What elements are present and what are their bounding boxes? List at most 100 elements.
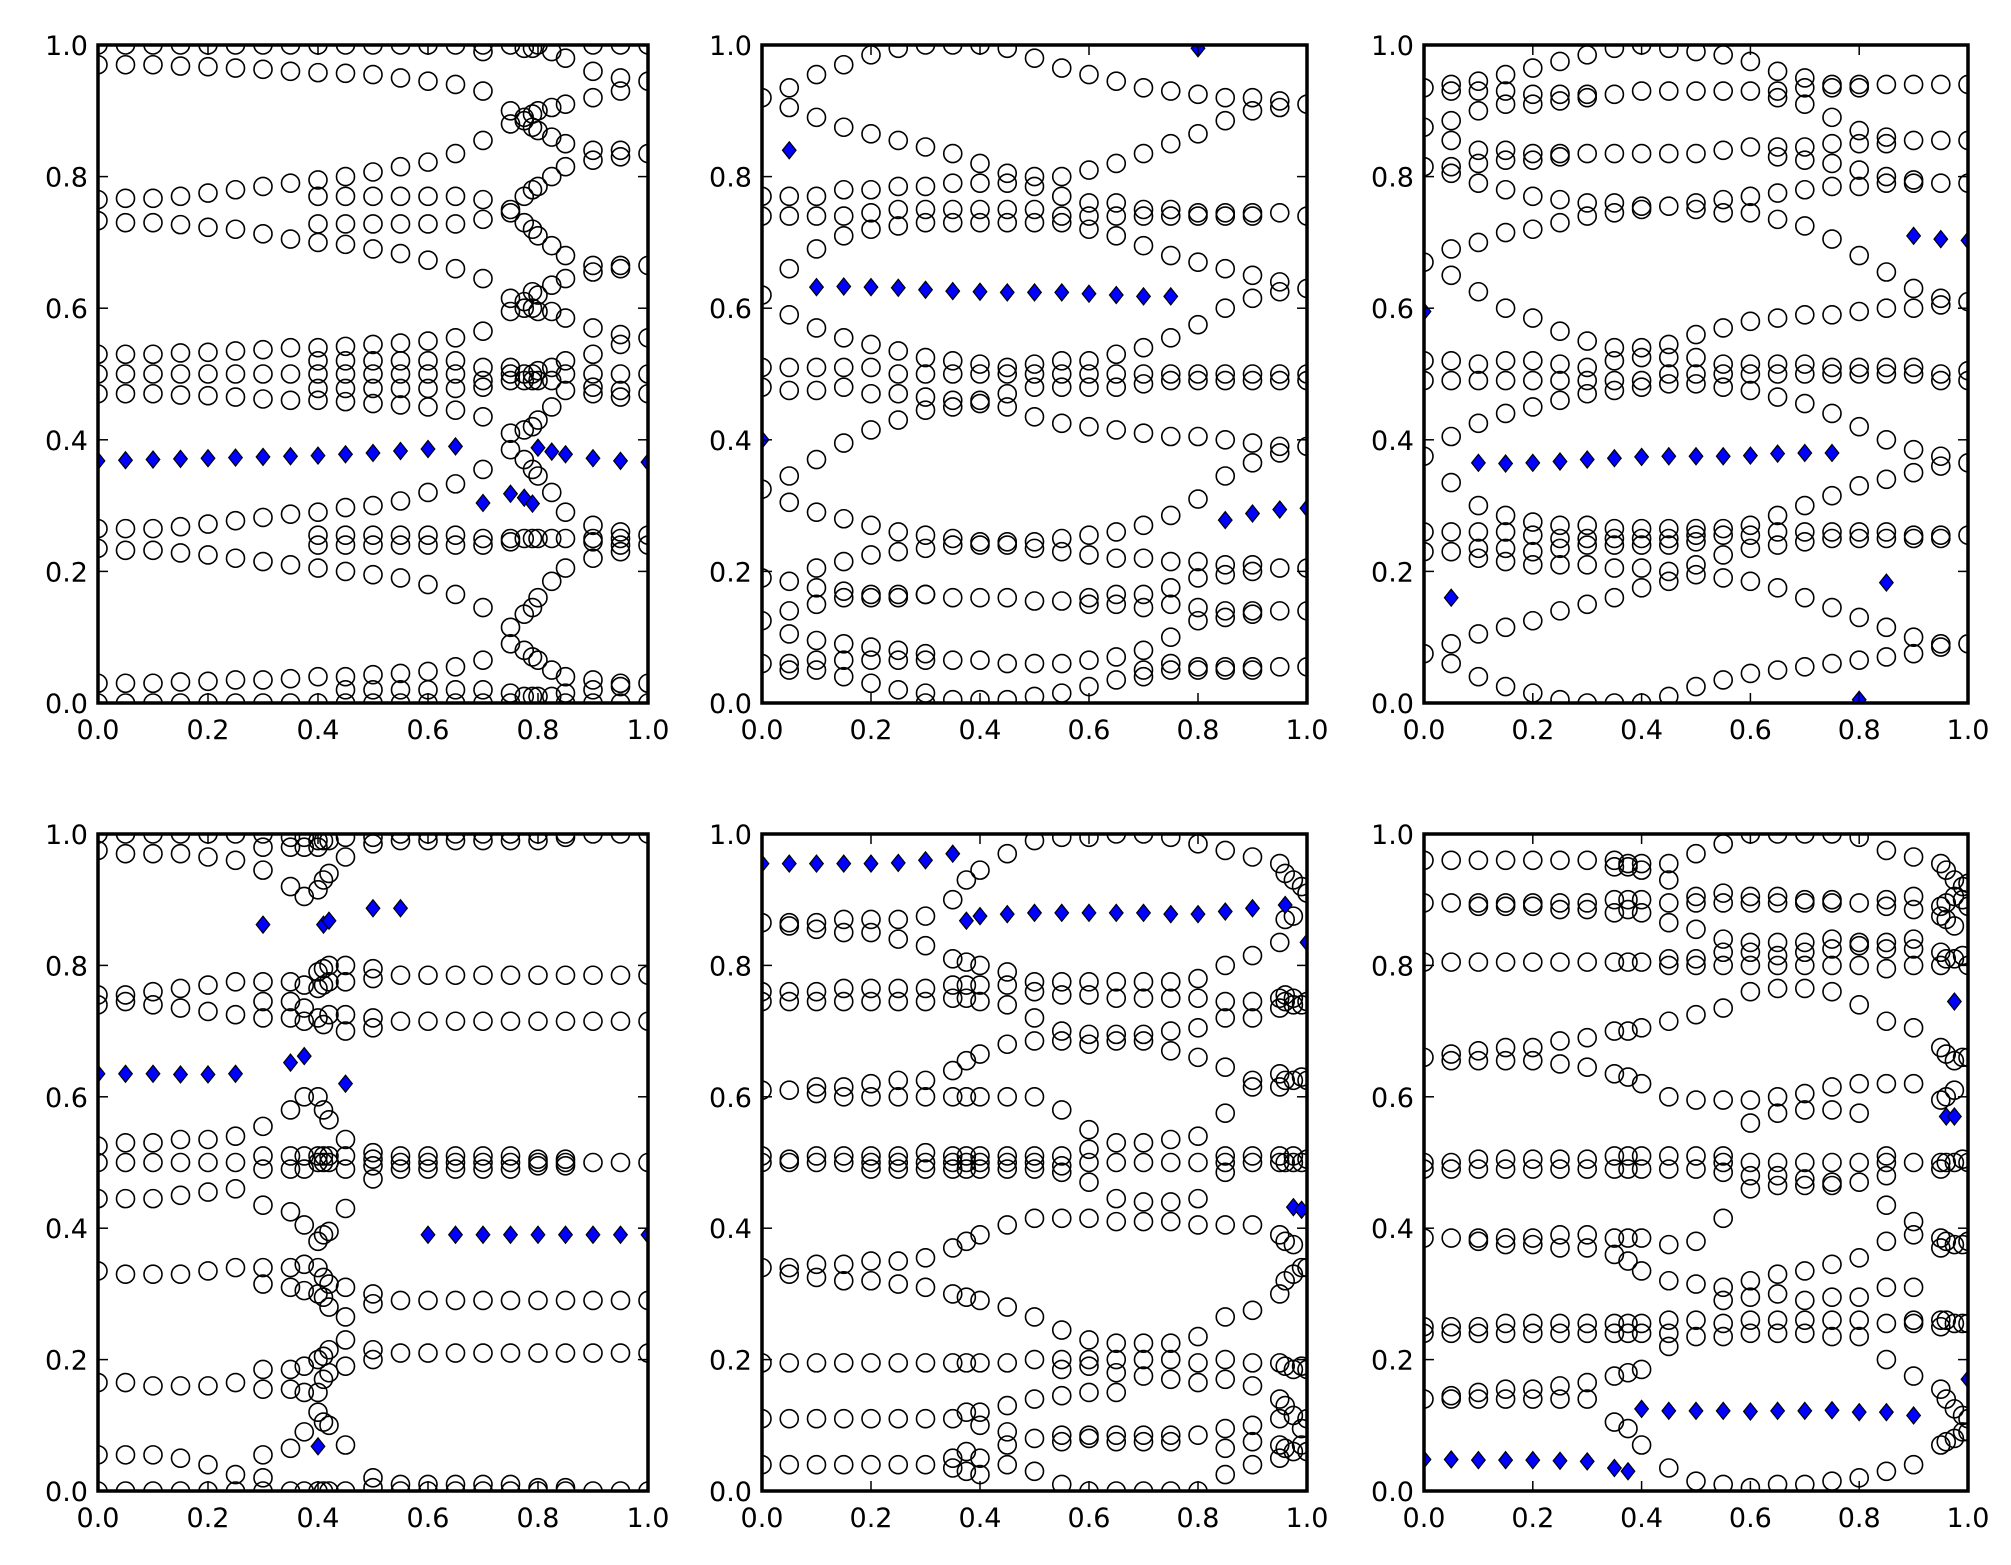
circle-marker — [1713, 955, 1733, 976]
circle-marker — [779, 571, 800, 592]
diamond-marker — [516, 488, 532, 508]
diamond-marker — [1081, 903, 1097, 923]
circle-marker — [500, 370, 521, 391]
circle-marker — [528, 1011, 548, 1032]
circle-marker — [861, 202, 881, 223]
circle-marker — [115, 364, 136, 384]
circle-marker — [1495, 676, 1516, 697]
circle-marker — [1523, 610, 1543, 631]
circle-marker — [1242, 1152, 1263, 1173]
circle-marker — [1523, 84, 1543, 105]
circle-marker — [1604, 850, 1625, 871]
circle-marker — [555, 965, 576, 986]
circle-marker — [997, 173, 1018, 193]
circle-marker — [1106, 670, 1127, 690]
circle-marker — [1631, 1018, 1652, 1038]
circle-marker — [1631, 1146, 1652, 1166]
circle-marker — [1269, 91, 1290, 111]
circle-marker — [1275, 1356, 1295, 1376]
circle-marker — [500, 531, 521, 552]
circle-marker — [555, 502, 576, 522]
circle-marker — [308, 962, 328, 982]
circle-marker — [280, 1100, 301, 1120]
circle-marker — [1424, 1047, 1434, 1068]
circle-marker — [970, 1159, 990, 1179]
circle-marker — [115, 1264, 136, 1284]
diamond-marker — [1946, 992, 1962, 1011]
circle-marker — [1822, 653, 1842, 674]
circle-marker — [473, 209, 493, 230]
circle-marker — [1297, 436, 1307, 457]
circle-marker — [253, 389, 273, 409]
circle-marker — [98, 364, 108, 384]
circle-marker — [1822, 403, 1842, 424]
circle-marker — [335, 561, 356, 582]
circle-marker — [1215, 370, 1236, 391]
circle-marker — [1441, 81, 1461, 101]
circle-marker — [335, 63, 356, 84]
diamond-marker — [1443, 588, 1459, 608]
circle-marker — [583, 1481, 603, 1491]
circle-marker — [1106, 1431, 1127, 1452]
circle-marker — [115, 518, 136, 539]
circle-marker — [253, 1257, 273, 1278]
circle-marker — [1618, 1251, 1638, 1271]
circle-marker — [583, 255, 603, 276]
circle-marker — [1495, 1389, 1516, 1409]
circle-marker — [1686, 1146, 1706, 1166]
circle-marker — [1495, 952, 1516, 972]
diamond-marker — [420, 1225, 436, 1245]
circle-marker — [1441, 265, 1461, 286]
diamond-marker — [475, 1225, 491, 1245]
circle-marker — [313, 870, 334, 890]
circle-marker — [445, 214, 466, 234]
circle-marker — [1242, 288, 1263, 309]
circle-marker — [1686, 531, 1706, 552]
circle-marker — [1936, 1231, 1957, 1252]
circle-marker — [1106, 1031, 1127, 1051]
circle-marker — [98, 1188, 108, 1209]
y-tick-label: 0.4 — [709, 1214, 752, 1245]
circle-marker — [98, 1372, 108, 1393]
diamond-marker — [337, 1074, 354, 1094]
circle-marker — [1550, 689, 1570, 703]
circle-marker — [1495, 64, 1516, 85]
circle-marker — [1215, 1438, 1236, 1459]
circle-marker — [1713, 1090, 1733, 1110]
diamond-marker — [255, 447, 271, 467]
circle-marker — [541, 397, 562, 417]
circle-marker — [143, 1132, 163, 1153]
circle-marker — [1523, 397, 1543, 417]
circle-marker — [583, 140, 603, 161]
circle-marker — [1604, 1366, 1625, 1386]
circle-marker — [1269, 1146, 1290, 1166]
circle-marker — [1160, 1021, 1181, 1041]
circle-marker — [363, 693, 383, 703]
circle-marker — [1740, 311, 1761, 332]
circle-marker — [638, 673, 648, 694]
circle-marker — [806, 186, 827, 207]
diamond-marker — [530, 438, 546, 458]
circle-marker — [1051, 1474, 1072, 1491]
circle-marker — [1631, 1359, 1652, 1380]
circle-marker — [253, 224, 273, 244]
diamond-marker — [1933, 229, 1949, 249]
circle-marker — [956, 975, 977, 995]
circle-marker — [861, 909, 881, 930]
diamond-marker — [1770, 444, 1786, 464]
x-tick-label: 0.6 — [1068, 1503, 1111, 1534]
circle-marker — [1577, 1057, 1597, 1078]
circle-marker — [363, 45, 383, 55]
circle-marker — [1767, 505, 1788, 526]
circle-marker — [1269, 1152, 1290, 1173]
circle-marker — [1876, 166, 1897, 187]
circle-marker — [1577, 357, 1597, 378]
circle-marker — [1523, 512, 1543, 532]
circle-marker — [1822, 77, 1842, 98]
circle-marker — [1424, 522, 1434, 542]
circle-marker — [418, 364, 438, 384]
circle-marker — [1577, 693, 1597, 703]
x-tick-label: 1.0 — [1947, 1503, 1990, 1534]
circle-marker — [1931, 896, 1951, 917]
circle-marker — [1523, 525, 1543, 546]
